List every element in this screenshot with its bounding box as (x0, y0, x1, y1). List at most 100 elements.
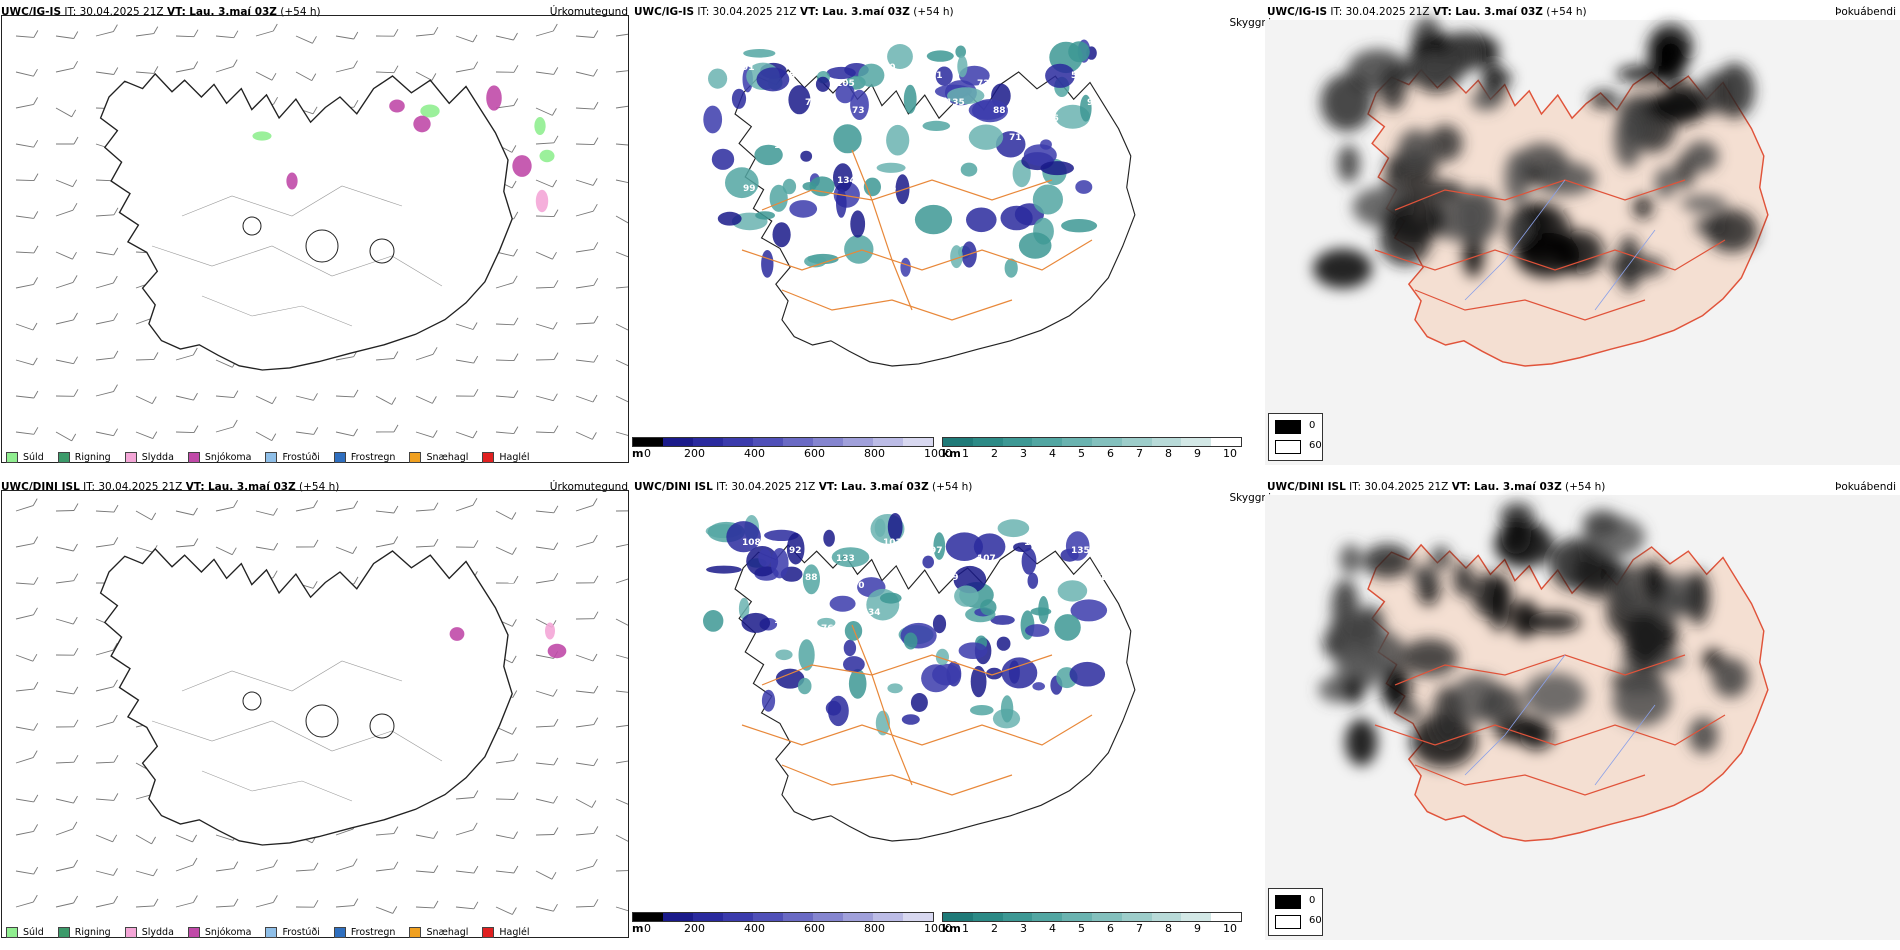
visibility-value-label: 72 (978, 176, 991, 186)
wind-barb-flag (153, 66, 159, 74)
colorbar-segment (1002, 438, 1033, 446)
wind-barb (615, 395, 628, 403)
wind-barb-flag (32, 653, 38, 662)
wind-barb (495, 798, 515, 800)
wind-barb-flag (593, 278, 599, 286)
wind-barb (535, 215, 555, 218)
visibility-area (1000, 205, 1033, 231)
colorbar-tick: 8 (1165, 922, 1172, 935)
iceland-visibility-map: 108 92 133 103 97 107 100 135 158 88 70 47 99 70 705 15… (703, 513, 1136, 842)
visibility-area (900, 257, 911, 277)
visibility-area (717, 211, 742, 226)
colorbar-tick: 0 (644, 922, 651, 935)
wind-barb (215, 35, 234, 39)
wind-barb (95, 870, 114, 876)
visibility-area (1061, 219, 1098, 233)
wind-barb (15, 726, 34, 731)
visibility-area (887, 683, 903, 694)
wind-barb (55, 902, 74, 908)
colorbar-segment (1091, 913, 1122, 921)
wind-barb (415, 431, 434, 438)
wind-barb-flag (73, 503, 79, 511)
wind-barb-flag (432, 347, 438, 355)
visibility-value-label: 158 (758, 589, 777, 599)
wind-barb-flag (512, 907, 517, 915)
wind-barb (15, 71, 34, 77)
wind-barb (55, 67, 74, 73)
wind-barb-flag (432, 430, 438, 438)
wind-barb (575, 248, 594, 253)
wind-barb (295, 431, 314, 435)
wind-barb-flag (353, 99, 359, 108)
visibility-area (858, 63, 885, 87)
wind-barb (615, 431, 628, 436)
legend-swatch (265, 452, 278, 463)
wind-barb (535, 725, 555, 728)
wind-barb-flag (73, 136, 79, 145)
wind-barb-flag (391, 397, 397, 405)
visibility-area (817, 617, 836, 628)
wind-barb (375, 71, 395, 74)
legend-label: Snjókoma (204, 452, 252, 463)
wind-barb (575, 865, 594, 872)
wind-barb (95, 834, 113, 843)
wind-barb (95, 214, 115, 217)
visibility-value-label: 47 (899, 589, 912, 599)
wind-barb (15, 830, 34, 836)
fog-area (1412, 565, 1436, 586)
colorbar-segment (723, 438, 753, 446)
wind-barb (135, 546, 154, 553)
visibility-area (970, 665, 987, 698)
visibility-area (950, 245, 963, 269)
wind-barb (215, 834, 234, 841)
wind-barb-flag (592, 203, 598, 212)
visibility-area (844, 621, 863, 641)
wind-barb (335, 395, 355, 398)
visibility-colorbar-m (632, 912, 934, 922)
wind-barb (615, 578, 628, 584)
fog-area (1337, 144, 1360, 183)
wind-barb (615, 654, 628, 659)
wind-barb (95, 761, 115, 764)
wind-barb (15, 614, 34, 620)
visibility-value-label: 146 (1040, 114, 1059, 124)
visibility-area (990, 615, 1015, 625)
visibility-value-label: 72 (805, 98, 818, 108)
wind-barb-flag (113, 895, 118, 904)
legend-label: Frostúði (282, 927, 320, 938)
wind-barb (215, 359, 233, 368)
legend-label: Snjókoma (204, 927, 252, 938)
wind-barb-flag (33, 723, 39, 731)
legend-label: Rigning (74, 927, 111, 938)
precip-legend-item: Snæhagl (409, 927, 468, 938)
wind-barb (535, 870, 553, 880)
wind-barb-flag (113, 679, 118, 688)
precip-legend-item: Haglél (482, 927, 530, 938)
wind-barb-flag (272, 23, 278, 32)
visibility-value-label: 105 (836, 79, 855, 89)
fog-legend-swatch-0 (1275, 895, 1301, 909)
panel-title: UWC/DINI ISL IT: 30.04.2025 21Z VT: Lau.… (1267, 481, 1606, 493)
wind-barb-flag (553, 542, 559, 550)
legend-swatch (482, 452, 495, 463)
wind-barb-flag (33, 173, 39, 181)
visibility-panel: UWC/IG-IS IT: 30.04.2025 21Z VT: Lau. 3.… (632, 0, 1271, 470)
colorbar-tick: 3 (1020, 447, 1027, 460)
wind-barb-flag (153, 868, 158, 877)
visibility-area (800, 150, 813, 162)
visibility-value-label: 151 (1087, 573, 1106, 583)
colorbar-segment (633, 438, 663, 446)
precip-legend-item: Súld (6, 927, 44, 938)
wind-barb-flag (233, 898, 239, 907)
wind-barb (575, 654, 594, 662)
visibility-value-label: 705 (1040, 589, 1059, 599)
visibility-area (831, 547, 870, 568)
wind-barb (15, 582, 35, 585)
visibility-area (1023, 144, 1057, 167)
wind-barb-flag (231, 547, 237, 555)
wind-barb-flag (552, 251, 557, 260)
wind-barb (95, 391, 114, 397)
wind-barb-flag (552, 179, 557, 188)
wind-barb (215, 66, 234, 73)
wind-barb (215, 868, 234, 872)
